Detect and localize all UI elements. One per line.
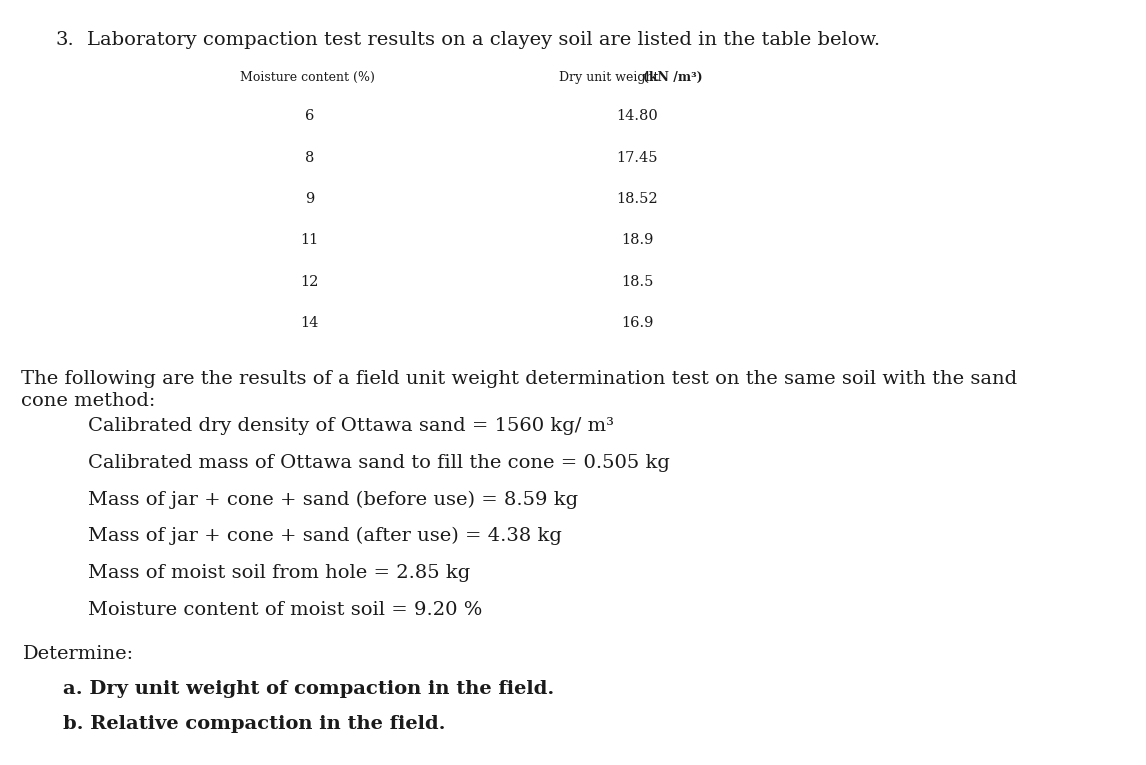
Text: cone method:: cone method: [21,392,155,411]
Text: 11: 11 [300,233,319,247]
Text: (kN /m³): (kN /m³) [643,71,702,84]
Text: Laboratory compaction test results on a clayey soil are listed in the table belo: Laboratory compaction test results on a … [87,31,880,49]
Text: 18.5: 18.5 [621,275,653,288]
Text: 3.: 3. [55,31,73,49]
Text: Determine:: Determine: [23,645,134,663]
Text: 18.9: 18.9 [621,233,653,247]
Text: Mass of moist soil from hole = 2.85 kg: Mass of moist soil from hole = 2.85 kg [88,564,471,582]
Text: Dry unit weight: Dry unit weight [559,71,662,84]
Text: 18.52: 18.52 [617,192,658,206]
Text: The following are the results of a field unit weight determination test on the s: The following are the results of a field… [21,370,1017,389]
Text: 9: 9 [305,192,314,206]
Text: 16.9: 16.9 [621,316,653,330]
Text: 6: 6 [305,109,314,123]
Text: 8: 8 [305,151,314,164]
Text: 14.80: 14.80 [617,109,658,123]
Text: Moisture content of moist soil = 9.20 %: Moisture content of moist soil = 9.20 % [88,601,482,619]
Text: Mass of jar + cone + sand (before use) = 8.59 kg: Mass of jar + cone + sand (before use) =… [88,490,579,509]
Text: 12: 12 [300,275,319,288]
Text: Calibrated mass of Ottawa sand to fill the cone = 0.505 kg: Calibrated mass of Ottawa sand to fill t… [88,454,670,472]
Text: Mass of jar + cone + sand (after use) = 4.38 kg: Mass of jar + cone + sand (after use) = … [88,527,563,545]
Text: 14: 14 [300,316,319,330]
Text: 17.45: 17.45 [617,151,658,164]
Text: Moisture content (%): Moisture content (%) [240,71,375,84]
Text: b. Relative compaction in the field.: b. Relative compaction in the field. [63,715,446,734]
Text: Calibrated dry density of Ottawa sand = 1560 kg/ m³: Calibrated dry density of Ottawa sand = … [88,417,614,435]
Text: a. Dry unit weight of compaction in the field.: a. Dry unit weight of compaction in the … [63,680,555,698]
